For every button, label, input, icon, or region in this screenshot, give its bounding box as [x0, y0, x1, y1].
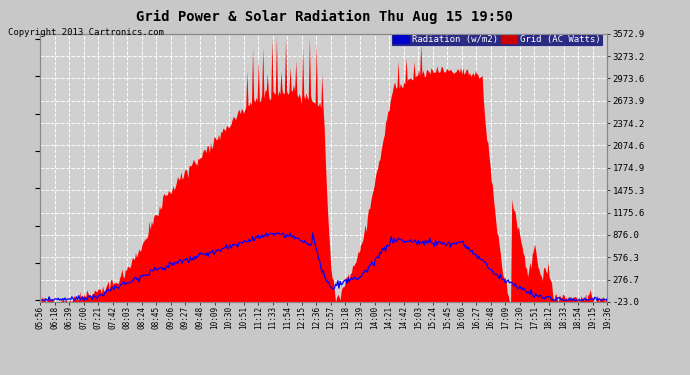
Legend: Radiation (w/m2), Grid (AC Watts): Radiation (w/m2), Grid (AC Watts): [391, 33, 602, 46]
Text: Grid Power & Solar Radiation Thu Aug 15 19:50: Grid Power & Solar Radiation Thu Aug 15 …: [136, 9, 513, 24]
Text: Copyright 2013 Cartronics.com: Copyright 2013 Cartronics.com: [8, 28, 164, 37]
